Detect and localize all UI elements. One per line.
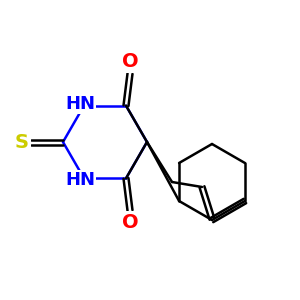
Text: HN: HN [65,94,95,112]
Text: O: O [122,213,138,232]
Text: HN: HN [65,171,95,189]
Text: S: S [15,133,29,152]
Text: O: O [122,52,138,71]
